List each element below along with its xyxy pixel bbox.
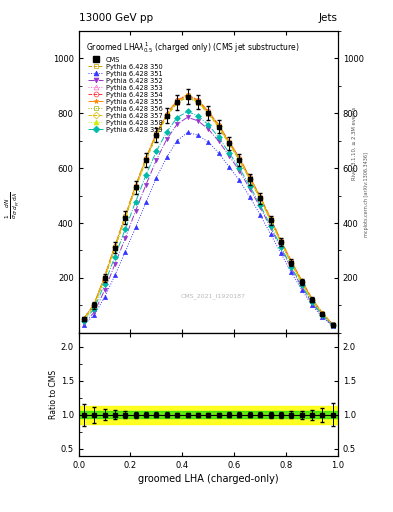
Text: 13000 GeV pp: 13000 GeV pp [79,13,153,23]
Bar [79,406,338,423]
Text: $\frac{1}{\sigma}\frac{dN}{\sigma\,d_{p_T}\,\mathrm{d}\lambda}$: $\frac{1}{\sigma}\frac{dN}{\sigma\,d_{p_… [4,191,22,219]
Y-axis label: Ratio to CMS: Ratio to CMS [49,370,58,419]
Bar [79,411,338,418]
Legend: CMS, Pythia 6.428 350, Pythia 6.428 351, Pythia 6.428 352, Pythia 6.428 353, Pyt: CMS, Pythia 6.428 350, Pythia 6.428 351,… [87,55,164,134]
Text: Groomed LHA$\lambda^{1}_{0.5}$ (charged only) (CMS jet substructure): Groomed LHA$\lambda^{1}_{0.5}$ (charged … [86,40,300,55]
Text: mcplots.cern.ch [arXiv:1306.3436]: mcplots.cern.ch [arXiv:1306.3436] [364,152,369,237]
Text: Rivet 3.1.10, ≥ 2.3M events: Rivet 3.1.10, ≥ 2.3M events [352,106,357,180]
X-axis label: groomed LHA (charged-only): groomed LHA (charged-only) [138,474,279,484]
Text: Jets: Jets [319,13,338,23]
Text: CMS_2021_I1920187: CMS_2021_I1920187 [181,294,246,300]
